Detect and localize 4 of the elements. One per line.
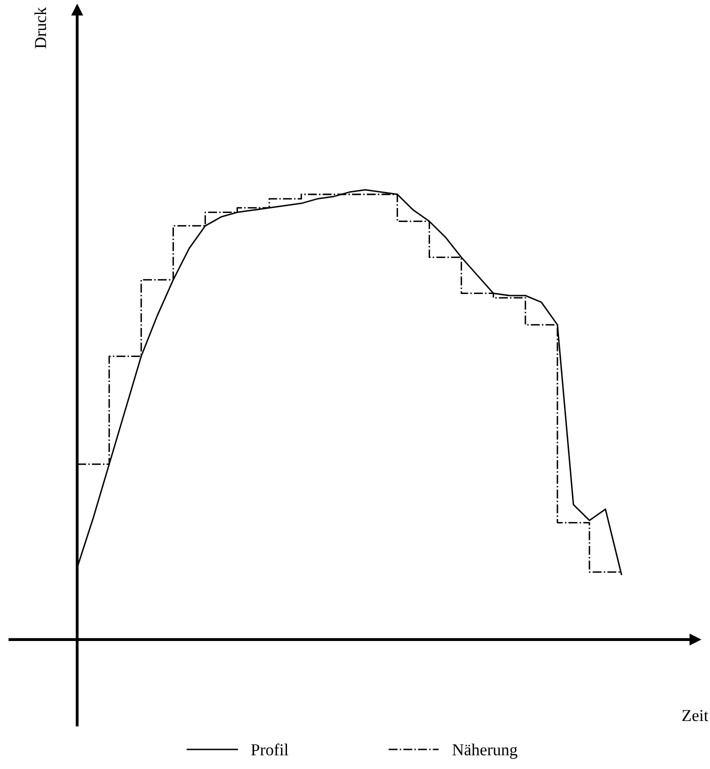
text: Zeit xyxy=(682,710,708,722)
legend-label: Profil xyxy=(251,744,288,756)
text: Druck xyxy=(34,7,46,48)
legend-label: Näherung xyxy=(452,744,518,759)
